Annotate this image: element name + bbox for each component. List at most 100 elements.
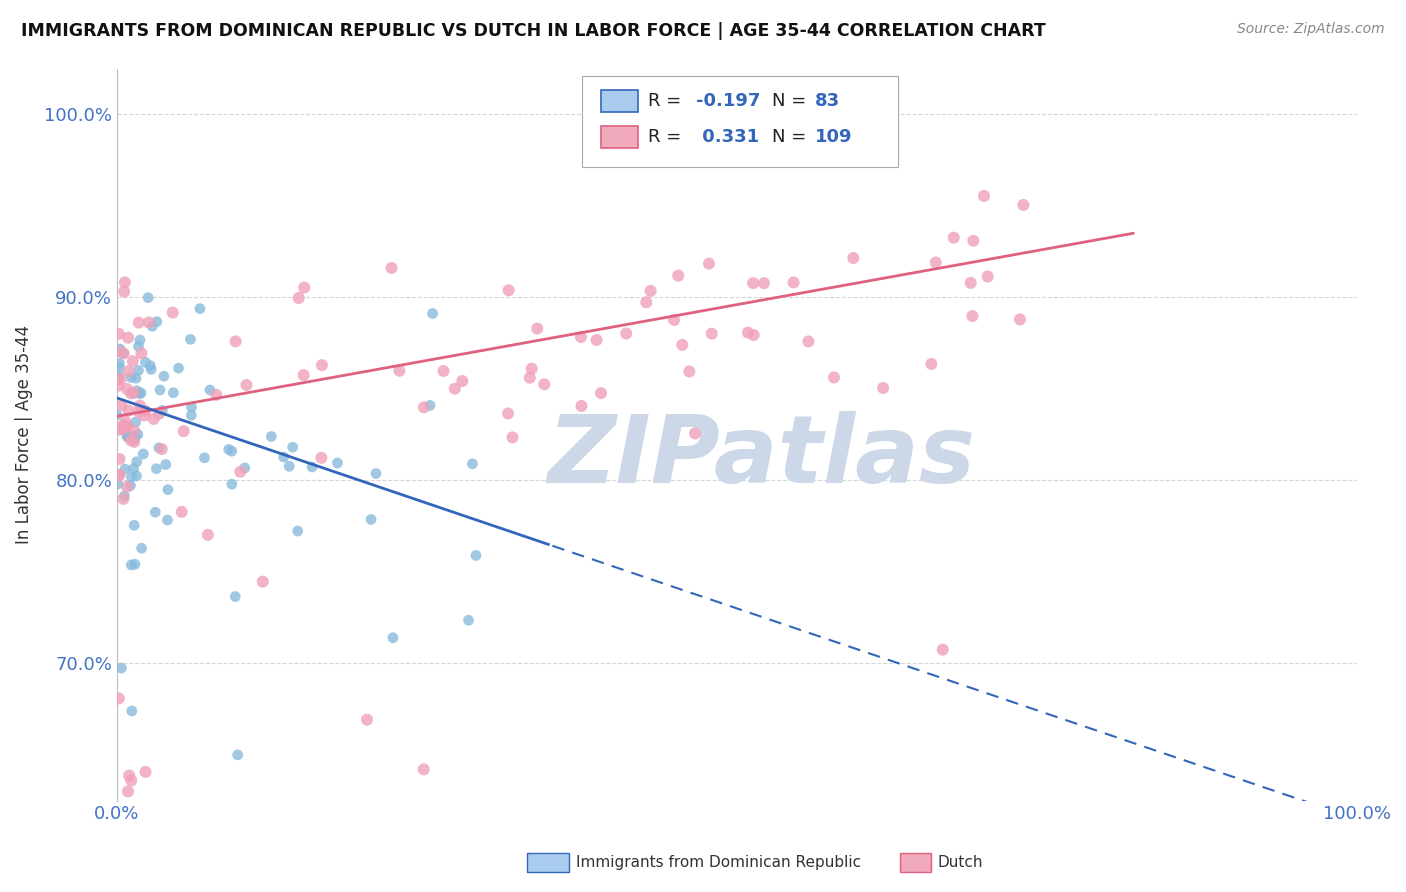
Point <box>526 321 548 335</box>
Point <box>498 283 520 297</box>
Point <box>233 461 256 475</box>
Point <box>117 364 139 378</box>
Point <box>135 764 157 779</box>
Point <box>962 234 984 248</box>
Point <box>115 419 138 434</box>
Y-axis label: In Labor Force | Age 35-44: In Labor Force | Age 35-44 <box>15 325 32 544</box>
Point <box>502 430 524 444</box>
Point <box>107 378 129 392</box>
Point <box>122 424 145 438</box>
Text: 109: 109 <box>815 128 852 145</box>
Point <box>636 295 658 310</box>
Point <box>122 354 145 368</box>
Point <box>107 691 129 706</box>
Point <box>973 189 995 203</box>
Point <box>311 358 333 372</box>
Text: ZIPatlas: ZIPatlas <box>548 410 976 502</box>
Point <box>148 407 170 421</box>
Point <box>571 399 593 413</box>
Point <box>451 374 474 388</box>
Point <box>125 469 148 483</box>
Point <box>153 369 176 384</box>
Text: R =: R = <box>648 93 686 111</box>
Point <box>221 477 243 491</box>
Text: Dutch: Dutch <box>938 855 983 870</box>
Point <box>823 370 845 384</box>
Text: Source: ZipAtlas.com: Source: ZipAtlas.com <box>1237 22 1385 37</box>
Point <box>131 346 153 360</box>
Text: IMMIGRANTS FROM DOMINICAN REPUBLIC VS DUTCH IN LABOR FORCE | AGE 35-44 CORRELATI: IMMIGRANTS FROM DOMINICAN REPUBLIC VS DU… <box>21 22 1046 40</box>
Point <box>962 309 984 323</box>
Point <box>118 428 141 442</box>
Point <box>134 404 156 418</box>
Point <box>872 381 894 395</box>
Point <box>662 313 685 327</box>
Point <box>112 346 135 360</box>
Point <box>226 747 249 762</box>
Point <box>156 483 179 497</box>
Point <box>782 276 804 290</box>
Point <box>117 430 139 444</box>
Point <box>107 344 129 359</box>
Point <box>112 346 135 360</box>
Point <box>105 408 128 422</box>
Bar <box>900 853 931 872</box>
Point <box>129 399 152 413</box>
Point <box>114 414 136 428</box>
Point <box>136 291 159 305</box>
Point <box>115 429 138 443</box>
Point <box>173 424 195 438</box>
Point <box>301 460 323 475</box>
Point <box>683 426 706 441</box>
Point <box>138 315 160 329</box>
Point <box>287 291 309 305</box>
Point <box>170 505 193 519</box>
Point <box>110 420 132 434</box>
Point <box>108 342 131 356</box>
Point <box>640 284 662 298</box>
Point <box>120 370 142 384</box>
Point <box>122 434 145 449</box>
Point <box>842 251 865 265</box>
Point <box>122 433 145 447</box>
Point <box>108 360 131 375</box>
Point <box>117 419 139 434</box>
Point <box>520 361 543 376</box>
Point <box>127 384 149 398</box>
Point <box>125 371 148 385</box>
Point <box>742 276 765 290</box>
Point <box>432 364 454 378</box>
Point <box>388 364 411 378</box>
Point <box>162 305 184 319</box>
Point <box>278 459 301 474</box>
Point <box>465 549 488 563</box>
Point <box>977 269 1000 284</box>
Point <box>360 512 382 526</box>
Point <box>162 385 184 400</box>
Point <box>124 429 146 443</box>
Point <box>132 409 155 423</box>
Point <box>614 326 637 341</box>
Point <box>120 470 142 484</box>
Point <box>108 467 131 482</box>
Point <box>120 773 142 788</box>
FancyBboxPatch shape <box>582 76 898 168</box>
Point <box>108 356 131 370</box>
Point <box>225 334 247 349</box>
Point <box>260 429 283 443</box>
Point <box>110 398 132 412</box>
Point <box>114 462 136 476</box>
Point <box>110 661 132 675</box>
Point <box>671 338 693 352</box>
Point <box>129 386 152 401</box>
Point <box>134 355 156 369</box>
Point <box>120 558 142 572</box>
Point <box>146 315 169 329</box>
Point <box>381 631 404 645</box>
Point <box>179 332 201 346</box>
Point <box>117 784 139 798</box>
Point <box>124 415 146 429</box>
Point <box>120 386 142 401</box>
FancyBboxPatch shape <box>600 90 638 112</box>
Point <box>141 362 163 376</box>
